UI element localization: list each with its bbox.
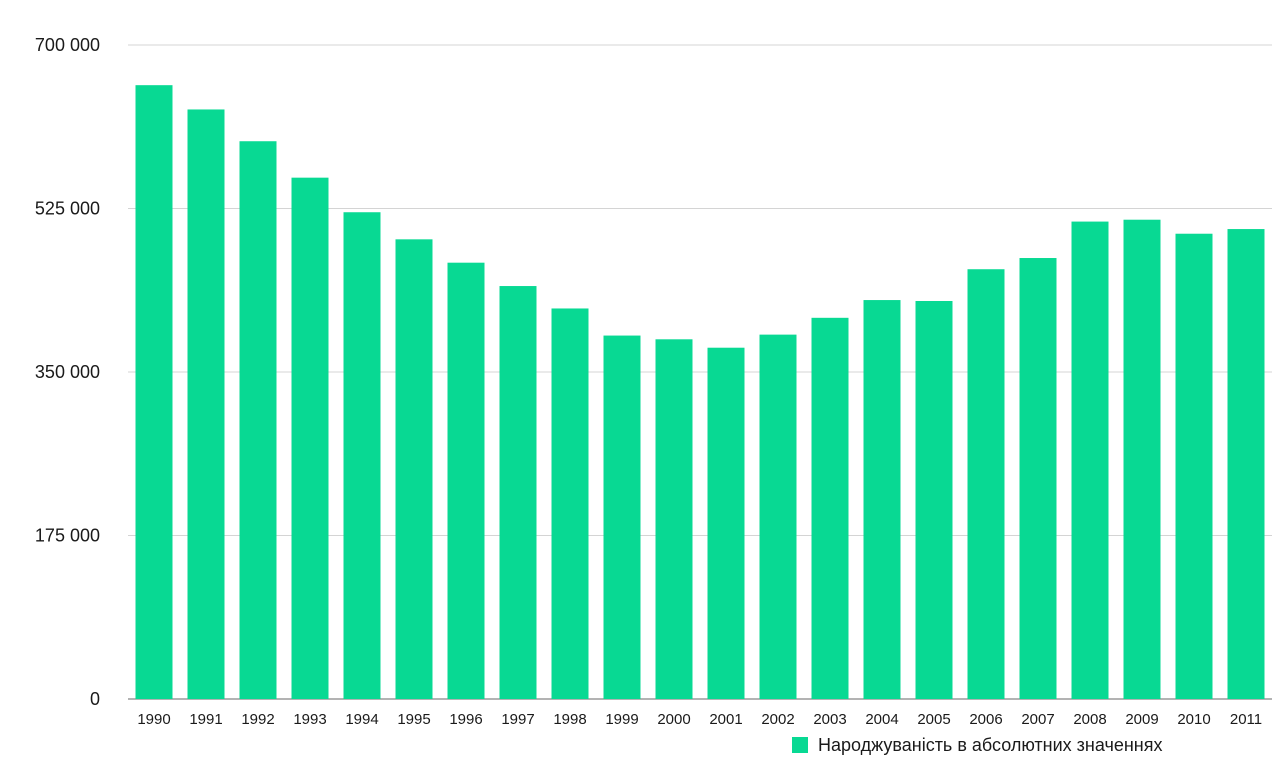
bars: [135, 85, 1265, 700]
x-tick-label: 1995: [397, 711, 430, 728]
bar-1997: [499, 286, 537, 699]
legend-label: Народжуваність в абсолютних значеннях: [818, 735, 1163, 755]
bar-1992: [239, 141, 277, 699]
x-tick-label: 2011: [1230, 711, 1262, 728]
x-tick-label: 2005: [917, 711, 950, 728]
bar-2009: [1123, 219, 1161, 699]
x-tick-label: 1998: [553, 711, 586, 728]
x-tick-label: 1993: [293, 711, 326, 728]
x-axis-ticks: 1990 1991 1992 1993 1994 1995 1996 1997 1998 1999…: [137, 711, 1262, 728]
bar-2010: [1175, 233, 1213, 699]
bar-1998: [551, 308, 589, 699]
x-tick-label: 2002: [761, 711, 794, 728]
bar-1990: [135, 85, 173, 699]
bar-1994: [343, 212, 381, 700]
x-tick-label: 2004: [865, 711, 898, 728]
bar-2008: [1071, 221, 1109, 699]
bar-2001: [707, 347, 745, 699]
x-tick-label: 2006: [969, 711, 1002, 728]
x-tick-label: 1991: [189, 711, 222, 728]
x-tick-label: 2001: [709, 711, 742, 728]
x-tick-label: 2009: [1125, 711, 1158, 728]
bar-2005: [915, 300, 953, 699]
bar-1991: [187, 109, 225, 700]
bar-2004: [863, 300, 901, 699]
x-tick-label: 1994: [345, 711, 378, 728]
bar-1996: [447, 262, 485, 699]
y-tick-label: 175 000: [35, 526, 100, 546]
bar-2007: [1019, 258, 1057, 699]
x-tick-label: 1999: [605, 711, 638, 728]
y-tick-label: 350 000: [35, 362, 100, 382]
bar-2002: [759, 334, 797, 699]
bar-1995: [395, 239, 433, 699]
bar-1999: [603, 335, 641, 699]
bar-2003: [811, 317, 849, 699]
x-tick-label: 2003: [813, 711, 846, 728]
y-tick-label: 525 000: [35, 199, 100, 219]
x-tick-label: 1997: [501, 711, 534, 728]
bar-2011: [1227, 229, 1265, 699]
legend: Народжуваність в абсолютних значеннях: [792, 735, 1163, 755]
y-tick-label: 700 000: [35, 35, 100, 55]
x-tick-label: 2010: [1177, 711, 1210, 728]
x-tick-label: 1996: [449, 711, 482, 728]
x-tick-label: 2007: [1021, 711, 1054, 728]
x-tick-label: 1992: [241, 711, 274, 728]
x-tick-label: 2008: [1073, 711, 1106, 728]
bar-1993: [291, 177, 329, 699]
y-axis-ticks: 0 175 000 350 000 525 000 700 000: [35, 35, 100, 709]
x-tick-label: 1990: [137, 711, 170, 728]
bar-2006: [967, 269, 1005, 699]
x-tick-label: 2000: [657, 711, 690, 728]
legend-swatch: [792, 737, 808, 753]
y-tick-label: 0: [90, 689, 100, 709]
bar-2000: [655, 339, 693, 699]
